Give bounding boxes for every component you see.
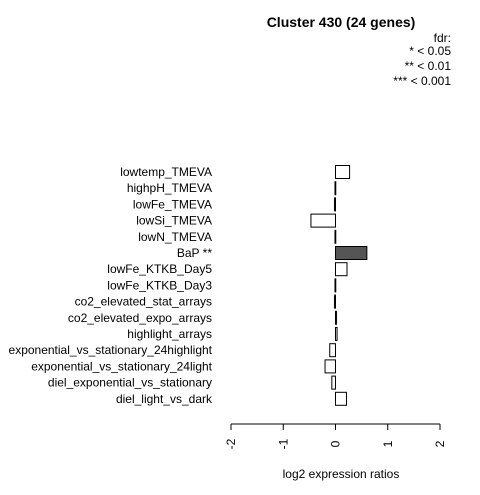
category-label: exponential_vs_stationary_24highlight [9,343,213,357]
category-label: exponential_vs_stationary_24light [31,359,212,373]
category-label: lowtemp_TMEVA [120,165,212,179]
legend-entry-2: ** < 0.01 [405,59,452,73]
x-axis-label: log2 expression ratios [283,467,400,481]
legend: fdr: * < 0.05 ** < 0.01 *** < 0.001 [393,31,451,88]
bar [335,310,338,325]
category-label: lowFe_KTKB_Day3 [107,278,212,292]
x-tick-label: 1 [381,440,395,447]
bar [335,327,338,341]
bar [335,246,368,260]
x-tick-label: 2 [433,440,447,447]
bar [324,359,336,374]
bar [334,278,337,293]
legend-entry-3: *** < 0.001 [393,74,451,88]
legend-title: fdr: [434,31,451,45]
bar [335,262,348,277]
bar [331,375,336,390]
chart-title: Cluster 430 (24 genes) [267,14,416,30]
category-label: highpH_TMEVA [127,181,212,195]
x-tick-label: -1 [276,438,290,449]
category-labels: lowtemp_TMEVA highpH_TMEVA lowFe_TMEVA lowS… [9,165,213,406]
x-tick-label: -2 [224,438,238,449]
bar [334,229,337,244]
bars [310,165,368,406]
x-tick-label: 0 [329,440,343,447]
bar [333,197,336,212]
category-label: highlight_arrays [127,327,212,341]
category-label: BaP ** [177,246,212,260]
bar [335,165,351,179]
x-axis: -2 -1 0 1 2 [224,423,447,449]
category-label: co2_elevated_expo_arrays [68,311,212,325]
category-label: lowSi_TMEVA [136,214,212,228]
bar [335,391,347,406]
bar [333,294,336,309]
category-label: lowFe_TMEVA [133,197,212,211]
bar [310,213,337,228]
category-label: lowFe_KTKB_Day5 [107,262,212,276]
category-label: diel_exponential_vs_stationary [48,376,212,390]
category-label: lowN_TMEVA [138,230,212,244]
bar [334,181,337,196]
bar [329,343,337,358]
legend-entry-1: * < 0.05 [409,44,451,58]
category-label: diel_light_vs_dark [116,392,213,406]
category-label: co2_elevated_stat_arrays [75,295,212,309]
